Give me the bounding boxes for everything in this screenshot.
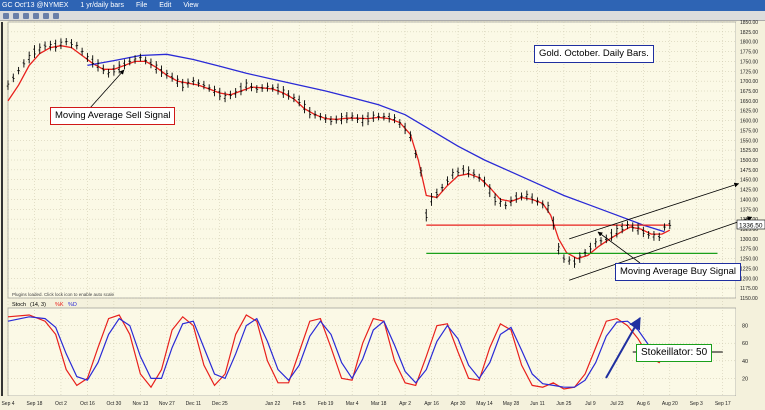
date-tick-label: Jul 23: [610, 401, 624, 407]
window-titlebar: GC Oct'13 @NYMEX 1 yr/daily bars File Ed…: [0, 0, 765, 11]
price-tick-label: 1750.00: [740, 59, 758, 65]
osc-tick-label: 40: [742, 359, 748, 365]
price-tick-label: 1250.00: [740, 257, 758, 263]
date-tick-label: Sep 18: [27, 401, 43, 407]
price-tick-label: 1450.00: [740, 178, 758, 184]
lower-channel-arrow: [569, 216, 753, 281]
tick-labels: 1150.00 1175.00 1200.00 1225.00 1250.00 1275.…: [1, 20, 758, 407]
price-tick-label: 1275.00: [740, 247, 758, 253]
footer-note: Plugins loaded. Click lock icon to enabl…: [12, 292, 115, 297]
date-tick-label: Jun 11: [530, 401, 545, 407]
price-tick-label: 1300.00: [740, 237, 758, 243]
price-bars: [6, 38, 672, 268]
osc-legend-stoch: Stoch: [12, 302, 26, 308]
pencil-icon[interactable]: [23, 12, 29, 19]
price-tick-label: 1200.00: [740, 276, 758, 282]
annotation-arrows: [89, 69, 753, 379]
chart-title-label: Gold. October. Daily Bars.: [534, 45, 654, 63]
price-tick-label: 1225.00: [740, 266, 758, 272]
date-tick-label: Oct 30: [107, 401, 122, 407]
zoom-icon[interactable]: [13, 12, 19, 19]
last-price-box: [736, 219, 765, 230]
price-tick-label: 1500.00: [740, 158, 758, 164]
window-symbol: GC Oct'13 @NYMEX: [2, 2, 69, 9]
date-tick-label: Sep 4: [1, 401, 14, 407]
menu-view[interactable]: View: [183, 2, 199, 9]
price-tick-label: 1800.00: [740, 40, 758, 46]
date-tick-label: Sep 3: [690, 401, 703, 407]
date-tick-label: Oct 2: [55, 401, 67, 407]
price-tick-label: 1600.00: [740, 119, 758, 125]
date-tick-label: Jul 9: [585, 401, 596, 407]
long-moving-average-line: [87, 53, 665, 233]
date-tick-label: Feb 19: [318, 401, 334, 407]
stochastic-D-line: [7, 316, 671, 388]
chart-toolbar: [0, 11, 765, 21]
price-tick-label: 1675.00: [740, 89, 758, 95]
line-icon[interactable]: [33, 12, 39, 19]
date-tick-label: Dec 25: [212, 401, 228, 407]
menu-edit[interactable]: Edit: [159, 2, 172, 9]
stoch-label: Stokeillator: 50: [636, 344, 713, 362]
date-tick-label: Dec 11: [186, 401, 202, 407]
price-tick-label: 1150.00: [740, 296, 758, 302]
date-tick-label: Aug 6: [637, 401, 650, 407]
price-tick-label: 1650.00: [740, 99, 758, 105]
right-axis-strip: [736, 22, 765, 396]
price-tick-label: 1325.00: [740, 227, 758, 233]
date-tick-label: Jan 22: [265, 401, 280, 407]
price-tick-label: 1625.00: [740, 109, 758, 115]
price-tick-label: 1850.00: [740, 20, 758, 26]
price-tick-label: 1475.00: [740, 168, 758, 174]
date-tick-label: Apr 30: [451, 401, 466, 407]
sell-signal-label: Moving Average Sell Signal: [50, 107, 176, 125]
price-tick-label: 1375.00: [740, 207, 758, 213]
last-price-label: 1336.50: [739, 223, 763, 230]
price-tick-label: 1575.00: [740, 128, 758, 134]
price-tick-label: 1825.00: [740, 30, 758, 36]
date-tick-label: Sep 17: [715, 401, 731, 407]
menu-file[interactable]: File: [135, 2, 148, 9]
date-tick-label: May 14: [476, 401, 493, 407]
date-tick-label: Mar 4: [346, 401, 359, 407]
date-tick-label: Mar 18: [371, 401, 387, 407]
price-tick-label: 1550.00: [740, 138, 758, 144]
text-icon[interactable]: [43, 12, 49, 19]
sell-signal-arrow: [89, 69, 125, 109]
price-tick-label: 1525.00: [740, 148, 758, 154]
date-tick-label: Nov 27: [159, 401, 175, 407]
date-tick-label: Jun 25: [556, 401, 571, 407]
window-period[interactable]: 1 yr/daily bars: [80, 2, 124, 9]
date-tick-label: May 28: [503, 401, 520, 407]
date-tick-label: Apr 2: [399, 401, 411, 407]
price-tick-label: 1425.00: [740, 188, 758, 194]
date-tick-label: Nov 13: [132, 401, 148, 407]
date-tick-label: Apr 16: [424, 401, 439, 407]
stochastic-K-line: [7, 314, 671, 390]
price-tick-label: 1775.00: [740, 50, 758, 56]
date-tick-label: Aug 20: [662, 401, 678, 407]
settings-icon[interactable]: [53, 12, 59, 19]
arrow-icon[interactable]: [3, 12, 9, 19]
osc-legend-params: (14, 3): [30, 302, 46, 308]
osc-tick-label: 60: [742, 341, 748, 347]
price-tick-label: 1725.00: [740, 69, 758, 75]
date-tick-label: Oct 16: [80, 401, 95, 407]
date-axis-strip: [0, 396, 765, 410]
buy-signal-label: Moving Average Buy Signal: [615, 263, 742, 281]
osc-legend-d: %D: [68, 302, 77, 308]
date-tick-label: Feb 5: [293, 401, 306, 407]
price-tick-label: 1700.00: [740, 79, 758, 85]
osc-legend-k: %K: [55, 302, 64, 308]
osc-tick-label: 20: [742, 376, 748, 382]
price-tick-label: 1175.00: [740, 286, 758, 292]
price-tick-label: 1400.00: [740, 197, 758, 203]
osc-tick-label: 80: [742, 324, 748, 330]
stoch-up-arrow: [605, 316, 641, 379]
upper-channel-arrow: [569, 182, 740, 240]
